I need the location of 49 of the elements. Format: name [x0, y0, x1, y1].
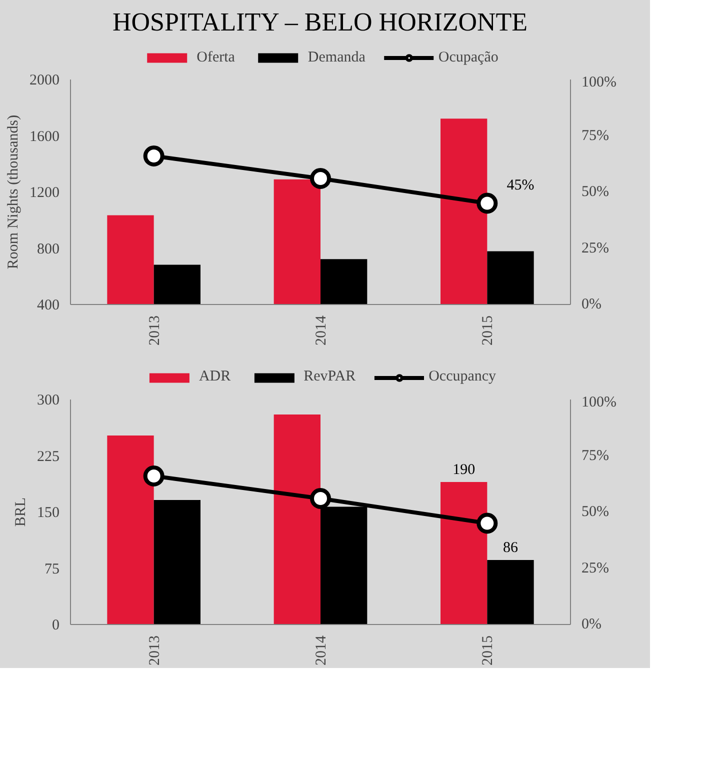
y2-tick-label: 25% — [582, 560, 609, 576]
bar — [107, 436, 154, 624]
point — [310, 168, 331, 189]
point — [143, 466, 164, 486]
bar — [487, 560, 534, 624]
legend-label: ADR — [198, 368, 231, 386]
legend-label: Ocupação — [438, 49, 498, 66]
x-tick-label: 2013 — [146, 316, 163, 346]
y-tick-label: 0 — [52, 618, 60, 634]
bar — [274, 414, 320, 624]
bar — [440, 482, 488, 624]
y-tick-label: 150 — [37, 505, 60, 521]
data-label: 45% — [506, 177, 534, 194]
point — [310, 488, 331, 509]
y2-tick-label: 25% — [582, 240, 609, 256]
x-tick-label: 2013 — [146, 636, 163, 666]
y2-tick-label: 50% — [582, 504, 609, 520]
y-tick-label: 1600 — [30, 128, 60, 145]
x-tick-label: 2014 — [314, 635, 330, 666]
y-tick-label: 400 — [37, 298, 60, 314]
y-axis-title: Room Nights (thousands) — [6, 114, 22, 270]
y2-tick-label: 75% — [582, 448, 609, 464]
y2-tick-label: 0% — [582, 616, 602, 632]
x-tick-label: 2015 — [480, 636, 496, 666]
y-tick-label: 1200 — [30, 185, 60, 201]
legend-label: RevPAR — [304, 368, 356, 386]
legend-label: Oferta — [196, 49, 235, 66]
legend-label: Demanda — [308, 49, 366, 66]
chart-title: HOSPITALITY – BELO HORIZONTE — [112, 8, 528, 36]
y-tick-label: 75 — [44, 561, 60, 578]
y2-tick-label: 0% — [582, 296, 602, 312]
point — [143, 146, 164, 166]
x-tick-label: 2014 — [314, 315, 330, 346]
y-tick-label: 800 — [37, 241, 60, 258]
y-tick-label: 300 — [37, 392, 60, 408]
y-axis-title: BRL — [13, 497, 29, 527]
y-tick-label: 2000 — [30, 72, 60, 88]
point — [476, 512, 498, 534]
point — [476, 192, 498, 214]
y2-tick-label: 75% — [582, 128, 609, 144]
bar — [154, 500, 200, 624]
y2-tick-label: 100% — [582, 394, 616, 410]
legend-label: Occupancy — [428, 368, 496, 386]
data-label: 86 — [503, 540, 518, 556]
data-label: 190 — [452, 462, 476, 478]
x-tick-label: 2015 — [480, 316, 496, 346]
y2-tick-label: 50% — [582, 184, 609, 200]
y2-tick-label: 100% — [582, 74, 616, 90]
y-tick-label: 225 — [37, 448, 60, 465]
